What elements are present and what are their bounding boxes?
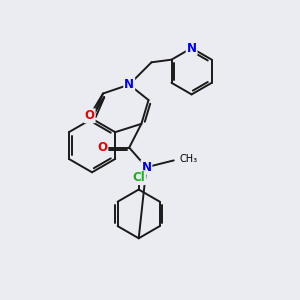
Text: N: N [141, 161, 152, 174]
Text: O: O [98, 141, 107, 154]
Text: N: N [187, 42, 196, 55]
Text: N: N [124, 78, 134, 91]
Text: Cl: Cl [132, 171, 145, 184]
Text: O: O [85, 109, 95, 122]
Text: CH₃: CH₃ [179, 154, 197, 164]
